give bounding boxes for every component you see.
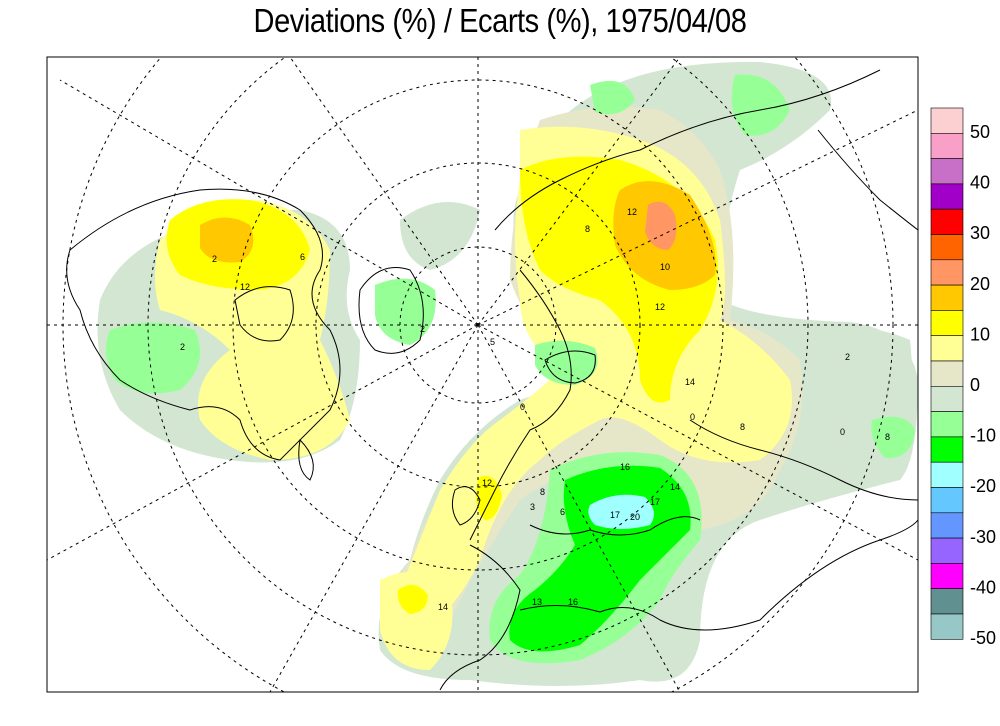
- yellow-region-atlantic: [397, 585, 428, 614]
- legend-swatch: [930, 411, 964, 438]
- contour-label: 8: [540, 487, 545, 497]
- light-green-region-e: [731, 74, 790, 136]
- light-green-region-a: [106, 322, 200, 394]
- contour-label: 12: [627, 207, 637, 217]
- legend-swatch: [930, 563, 964, 590]
- legend-swatch: [930, 360, 964, 387]
- contour-label: 6: [560, 507, 565, 517]
- light-green-region-d: [590, 80, 635, 115]
- legend-swatch: [930, 461, 964, 488]
- contour-label: 2: [180, 342, 185, 352]
- coastlines: [66, 69, 918, 691]
- legend-swatch: [930, 385, 964, 412]
- legend-label: -50: [970, 628, 996, 648]
- contour-label: 13: [532, 597, 542, 607]
- legend-label: -10: [970, 426, 996, 446]
- contour-label: 6: [300, 252, 305, 262]
- legend-swatch: [930, 512, 964, 539]
- contour-label: 3: [530, 502, 535, 512]
- legend-swatch: [930, 183, 964, 210]
- legend-label: -40: [970, 577, 996, 597]
- legend-label: 20: [970, 274, 990, 294]
- color-legend: 50 40 30 20 10 0 -10 -20 -30 -40 -50: [930, 107, 996, 648]
- light-green-region-f: [871, 416, 915, 459]
- contour-label: 10: [660, 262, 670, 272]
- legend-label: 10: [970, 324, 990, 344]
- contour-label: 16: [620, 462, 630, 472]
- contour-label: 0: [840, 427, 845, 437]
- legend-label: 40: [970, 173, 990, 193]
- light-green-region-b: [375, 278, 436, 345]
- contour-label: 0: [690, 412, 695, 422]
- contour-label: 2: [420, 324, 425, 334]
- contour-label: 2: [212, 254, 217, 264]
- map-title: Deviations (%) / Ecarts (%), 1975/04/08: [253, 2, 747, 39]
- legend-label: 50: [970, 122, 990, 142]
- yellow-region-scandinavia: [476, 476, 502, 520]
- legend-swatch: [930, 436, 964, 463]
- contour-label: 14: [685, 377, 695, 387]
- legend-swatch: [930, 335, 964, 362]
- legend-label: 30: [970, 223, 990, 243]
- legend-swatch: [930, 107, 964, 134]
- salmon-region-europe: [645, 201, 677, 250]
- legend-swatch: [930, 259, 964, 286]
- contour-labels: 12 8 10 12 2 6 12 14 0 2 8 0 8 2 12 14 1…: [180, 207, 890, 612]
- contour-fields: 12 8 10 12 2 6 12 14 0 2 8 0 8 2 12 14 1…: [47, 57, 918, 692]
- contour-label: 8: [585, 224, 590, 234]
- contour-label: 14: [438, 602, 448, 612]
- legend-swatch: [930, 158, 964, 185]
- map-border: [46, 56, 919, 693]
- neutral-region-center: [400, 202, 480, 270]
- contour-label: 20: [630, 512, 640, 522]
- legend-swatch: [930, 208, 964, 235]
- contour-label: 12: [655, 302, 665, 312]
- legend-swatch: [930, 310, 964, 336]
- contour-label: 12: [482, 478, 492, 488]
- contour-label: 8: [885, 432, 890, 442]
- graticule: [47, 57, 918, 692]
- contour-label: 12: [240, 282, 250, 292]
- contour-label: 17: [610, 510, 620, 520]
- contour-label: 17: [650, 497, 660, 507]
- legend-swatch: [930, 487, 964, 514]
- contour-label: 2: [845, 352, 850, 362]
- contour-label: 0: [520, 402, 525, 412]
- cyan-region-south: [588, 494, 654, 529]
- legend-label: -30: [970, 527, 996, 547]
- legend-label: -20: [970, 476, 996, 496]
- contour-label: 8: [740, 422, 745, 432]
- orange-region-america: [200, 217, 254, 263]
- legend-label: 0: [970, 375, 980, 395]
- legend-swatch: [930, 133, 964, 159]
- legend-swatch: [930, 284, 964, 311]
- contour-label: 14: [670, 482, 680, 492]
- legend-swatch: [930, 537, 964, 564]
- legend-swatch: [930, 588, 964, 615]
- contour-label: 16: [568, 597, 578, 607]
- legend-swatch: [930, 234, 964, 261]
- contour-label: 5: [490, 337, 495, 347]
- legend-swatch: [930, 613, 964, 640]
